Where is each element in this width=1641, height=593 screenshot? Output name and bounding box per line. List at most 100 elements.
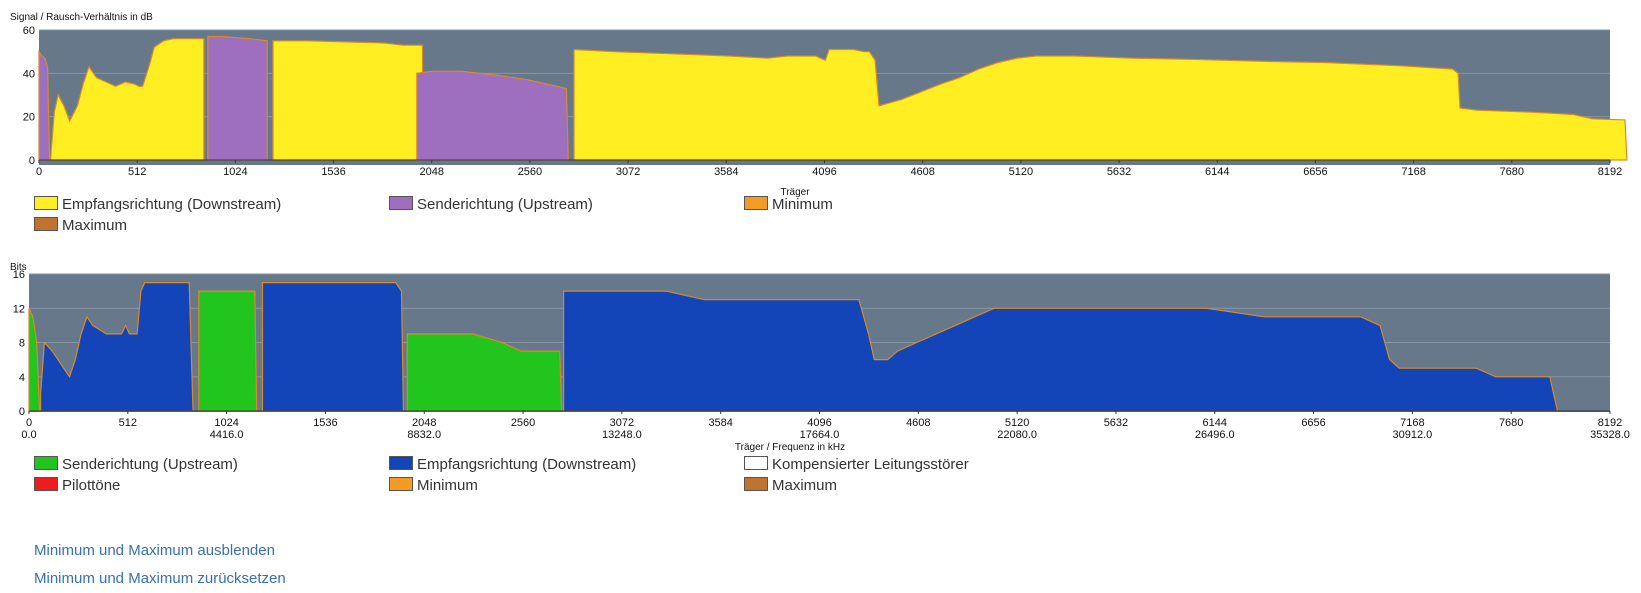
legend-swatch-bits-upstream [34, 456, 58, 471]
bits-freq-tick-label: 13248.0 [602, 429, 642, 441]
legend-item-bits-downstream: Empfangsrichtung (Downstream) [389, 455, 636, 475]
snr-x-tick-label: 1536 [321, 166, 345, 178]
bits-x-tick-label: 6144 [1203, 417, 1227, 429]
snr-x-tick-label: 5120 [1009, 166, 1033, 178]
bits-x-tick-label: 2048 [412, 417, 436, 429]
bits-y-tick-label: 12 [13, 303, 25, 315]
bits-x-tick-label: 3584 [708, 417, 732, 429]
snr-x-tick-label: 5632 [1107, 166, 1131, 178]
snr-x-tick-label: 8192 [1598, 166, 1622, 178]
legend-swatch-snr-maximum [34, 217, 58, 232]
snr-x-tick-label: 2560 [518, 166, 542, 178]
bits-x-tick-label: 5632 [1104, 417, 1128, 429]
legend-label: Pilottöne [62, 477, 121, 494]
snr-x-axis-label: Träger [780, 187, 810, 198]
bits-x-tick-label: 4608 [906, 417, 930, 429]
snr-chart: Signal / Rausch-Verhältnis in dB 0 20 40 60… [10, 12, 1628, 198]
legend-swatch-snr-downstream [34, 196, 58, 211]
bits-area-empfangsrichtung-downstream- [261, 282, 405, 412]
bits-x-tick-label: 7680 [1499, 417, 1523, 429]
legend-item-snr-upstream: Senderichtung (Upstream) [389, 195, 593, 215]
bits-x-tick-label: 5120 [1005, 417, 1029, 429]
legend-swatch-bits-maximum [744, 477, 768, 492]
legend-label: Senderichtung (Upstream) [417, 196, 593, 213]
reset-minmax-link[interactable]: Minimum und Maximum zurücksetzen [34, 570, 286, 587]
snr-x-tick-label: 512 [128, 166, 146, 178]
snr-area-senderichtung-upstream- [416, 70, 569, 161]
bits-freq-tick-label: 17664.0 [800, 429, 840, 441]
legend-label: Senderichtung (Upstream) [62, 456, 238, 473]
snr-x-tick-label: 6144 [1205, 166, 1229, 178]
legend-label: Maximum [62, 217, 128, 234]
snr-y-tick-label: 0 [29, 155, 35, 167]
bits-y-tick-label: 4 [19, 372, 25, 384]
bits-freq-tick-label: 4416.0 [210, 429, 244, 441]
bits-x-tick-label: 512 [119, 417, 137, 429]
legend-label: Maximum [772, 477, 838, 494]
bits-x-tick-label: 1536 [313, 417, 337, 429]
snr-y-tick-label: 20 [23, 112, 35, 124]
legend-label: Minimum [417, 477, 478, 494]
bits-x-tick-label: 6656 [1301, 417, 1325, 429]
snr-y-tick-label: 60 [23, 25, 35, 37]
snr-area-empfangsrichtung-downstream- [573, 48, 1628, 161]
legend-swatch-bits-pilot [34, 477, 58, 492]
legend-item-bits-minimum: Minimum [389, 476, 478, 496]
snr-chart-title: Signal / Rausch-Verhältnis in dB [10, 12, 153, 23]
minmax-links: Minimum und Maximum ausblenden Minimum u… [34, 537, 286, 593]
bits-freq-tick-label: 30912.0 [1392, 429, 1432, 441]
bits-chart: Bits 0 4 8 12 16 0 512 1024 1536 2048 2560 3072 358… [10, 262, 1630, 453]
snr-x-tick-label: 7680 [1500, 166, 1524, 178]
snr-area-senderichtung-upstream- [207, 35, 268, 161]
bits-y-tick-label: 16 [13, 269, 25, 281]
legend-item-bits-upstream: Senderichtung (Upstream) [34, 455, 238, 475]
bits-x-tick-label: 7168 [1400, 417, 1424, 429]
bits-area-empfangsrichtung-downstream- [562, 290, 1559, 412]
bits-freq-tick-label: 26496.0 [1195, 429, 1235, 441]
legend-label: Minimum [772, 196, 833, 213]
bits-freq-tick-label: 0.0 [21, 429, 36, 441]
snr-x-tick-label: 1024 [223, 166, 247, 178]
bits-y-tick-label: 8 [19, 338, 25, 350]
legend-label: Empfangsrichtung (Downstream) [62, 196, 282, 213]
snr-x-tick-label: 0 [36, 166, 42, 178]
bits-freq-tick-label: 8832.0 [407, 429, 441, 441]
legend-swatch-snr-upstream [389, 196, 413, 211]
snr-area-empfangsrichtung-downstream- [49, 38, 205, 161]
snr-y-tick-label: 40 [23, 68, 35, 80]
bits-x-tick-label: 0 [26, 417, 32, 429]
legend-swatch-bits-compensated [744, 456, 768, 471]
bits-freq-tick-label: 22080.0 [997, 429, 1037, 441]
bits-x-tick-label: 4096 [807, 417, 831, 429]
legend-item-snr-downstream: Empfangsrichtung (Downstream) [34, 195, 281, 215]
legend-label: Empfangsrichtung (Downstream) [417, 456, 637, 473]
snr-x-tick-label: 4608 [910, 166, 934, 178]
snr-x-tick-label: 7168 [1401, 166, 1425, 178]
bits-x-tick-label: 2560 [511, 417, 535, 429]
legend-swatch-bits-downstream [389, 456, 413, 471]
snr-x-tick-label: 3072 [616, 166, 640, 178]
snr-x-tick-label: 2048 [420, 166, 444, 178]
snr-area-empfangsrichtung-downstream- [272, 40, 424, 161]
legend-item-snr-maximum: Maximum [34, 216, 127, 236]
legend-label: Kompensierter Leitungsstörer [772, 456, 969, 473]
legend-swatch-snr-minimum [744, 196, 768, 211]
bits-area-empfangsrichtung-downstream- [39, 282, 194, 412]
bits-x-tick-label: 1024 [214, 417, 238, 429]
legend-item-bits-pilot: Pilottöne [34, 476, 120, 496]
snr-x-tick-label: 6656 [1303, 166, 1327, 178]
hide-minmax-link[interactable]: Minimum und Maximum ausblenden [34, 542, 275, 559]
snr-x-tick-label: 4096 [812, 166, 836, 178]
bits-y-tick-label: 0 [19, 406, 25, 418]
bits-area-senderichtung-upstream- [198, 290, 258, 412]
bits-area-senderichtung-upstream- [406, 333, 563, 412]
snr-x-tick-label: 3584 [714, 166, 738, 178]
bits-x-axis-label: Träger / Frequenz in kHz [735, 442, 845, 453]
legend-item-bits-maximum: Maximum [744, 476, 837, 496]
bits-chart-title: Bits [10, 262, 27, 273]
legend-swatch-bits-minimum [389, 477, 413, 492]
snr-area-senderichtung-upstream- [38, 49, 51, 161]
legend-item-bits-compensated: Kompensierter Leitungsstörer [744, 455, 969, 475]
bits-x-tick-label: 3072 [610, 417, 634, 429]
bits-freq-tick-label: 35328.0 [1590, 429, 1630, 441]
